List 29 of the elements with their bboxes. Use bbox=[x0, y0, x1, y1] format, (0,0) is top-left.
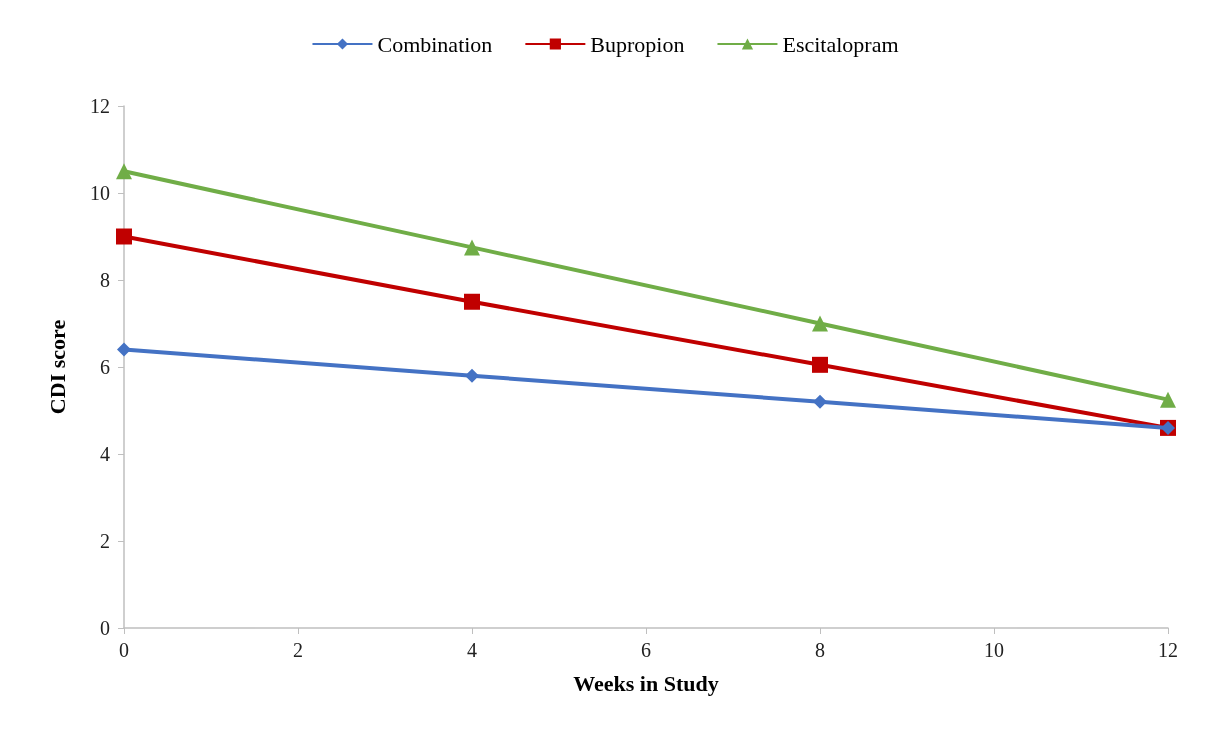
y-tick-label: 4 bbox=[100, 443, 110, 465]
x-tick-label: 6 bbox=[641, 639, 651, 661]
y-axis-title: CDI score bbox=[44, 319, 70, 415]
point bbox=[116, 163, 132, 180]
x-tick-label: 2 bbox=[293, 639, 303, 661]
y-tick-label: 0 bbox=[100, 617, 110, 639]
x-tick-label: 0 bbox=[119, 639, 129, 661]
y-tick-label: 12 bbox=[90, 95, 110, 117]
point bbox=[117, 342, 131, 357]
point bbox=[1160, 391, 1176, 408]
x-tick-label: 10 bbox=[984, 639, 1004, 661]
x-tick-label: 4 bbox=[467, 639, 477, 661]
point bbox=[464, 239, 480, 256]
x-tick-label: 8 bbox=[815, 639, 825, 661]
legend-label: Escitalopram bbox=[782, 31, 899, 57]
point bbox=[813, 394, 827, 409]
point bbox=[116, 228, 132, 245]
y-tick-label: 2 bbox=[100, 530, 110, 552]
point bbox=[812, 315, 828, 332]
y-tick-label: 10 bbox=[90, 182, 110, 204]
y-tick-label: 8 bbox=[100, 269, 110, 291]
legend-label: Bupropion bbox=[590, 31, 685, 57]
legend-label: Combination bbox=[377, 31, 493, 57]
point bbox=[465, 368, 479, 383]
x-axis-title: Weeks in Study bbox=[573, 670, 719, 696]
x-tick-label: 12 bbox=[1158, 639, 1178, 661]
point bbox=[812, 356, 828, 373]
point bbox=[464, 293, 480, 310]
y-tick-label: 6 bbox=[100, 356, 110, 378]
